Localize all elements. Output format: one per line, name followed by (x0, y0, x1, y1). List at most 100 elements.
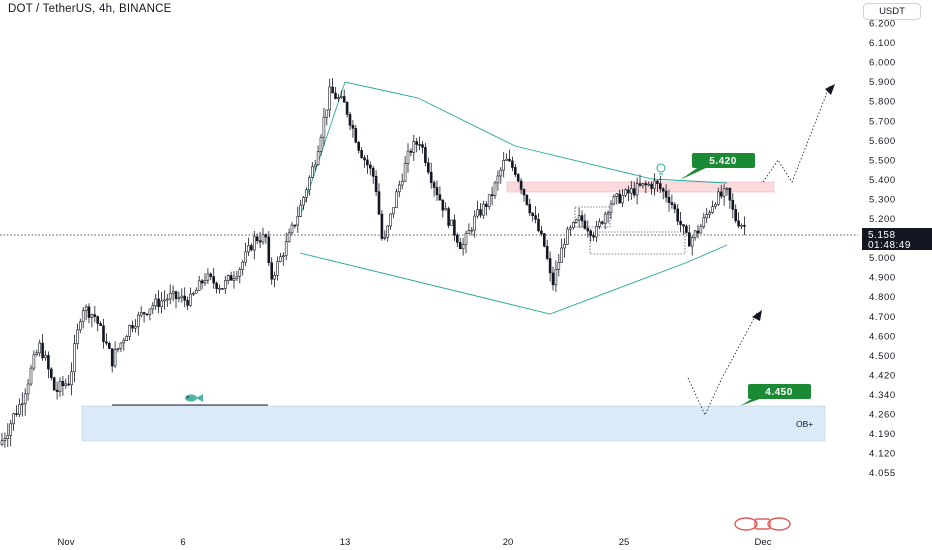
wedge-pattern (299, 81, 728, 315)
y-tick-label: 6.100 (869, 38, 896, 49)
candle-body (522, 189, 526, 196)
candle-body (363, 157, 366, 161)
candle-body (32, 354, 36, 369)
candle-body (35, 352, 39, 355)
candle-body (455, 234, 459, 243)
candle-body (447, 208, 450, 226)
candle-body (696, 230, 700, 234)
candle-body (137, 314, 140, 327)
candle-body (624, 189, 627, 196)
candle-body (171, 291, 175, 294)
candle-body (157, 298, 160, 307)
candle-body (383, 236, 387, 239)
candle-body (354, 128, 358, 143)
candle-body (719, 191, 723, 197)
candle-body (345, 102, 349, 115)
y-tick-label: 5.200 (869, 214, 896, 225)
candle-body (203, 279, 207, 284)
y-tick-label: 5.300 (869, 195, 896, 206)
projection-paths (687, 84, 831, 416)
y-tick-label: 4.260 (869, 410, 896, 421)
candle-body (215, 282, 218, 290)
candle-body (134, 326, 137, 329)
candle-body (412, 141, 416, 153)
candle-body (339, 96, 343, 98)
candle-body (598, 221, 601, 227)
candle-body (366, 159, 369, 166)
x-axis[interactable]: Nov 6 13 20 25 Dec (58, 537, 772, 548)
current-price-tag: 5.158 01:48:49 (862, 228, 932, 251)
candle-body (540, 230, 543, 234)
candle-body (629, 188, 633, 194)
candle-body (221, 288, 224, 290)
candle-body (26, 383, 30, 395)
candle-body (714, 204, 717, 208)
candle-body (467, 230, 471, 234)
candle-body (580, 215, 584, 222)
candle-body (534, 215, 537, 220)
candle-body (293, 224, 297, 227)
candle-body (238, 269, 242, 277)
candle-body (139, 312, 143, 316)
candle-body (368, 164, 372, 169)
candle-body (595, 226, 598, 238)
candle-body (273, 274, 276, 280)
candle-body (560, 247, 564, 263)
candle-body (386, 225, 390, 238)
candle-body (571, 222, 575, 228)
y-tick-label: 5.000 (869, 253, 896, 264)
candle-body (310, 166, 314, 178)
candle-body (302, 197, 305, 206)
candle-body (299, 204, 303, 217)
candle-body (528, 204, 532, 214)
candle-body (241, 261, 244, 270)
candle-body (627, 189, 630, 194)
candle-body (508, 158, 511, 162)
candle-body (377, 191, 381, 215)
y-tick-label: 4.190 (869, 429, 896, 440)
candle-body (656, 180, 659, 184)
support-zone (81, 405, 826, 442)
candle-body (313, 164, 317, 168)
candle-body (79, 321, 82, 331)
candle-body (247, 245, 250, 253)
candle-body (705, 214, 709, 219)
y-tick-label: 5.900 (869, 77, 896, 88)
candle-body (325, 109, 329, 118)
candle-body (685, 225, 688, 233)
candle-body (409, 150, 413, 153)
candle-body (61, 380, 65, 386)
watermark-logo (734, 517, 791, 531)
candle-body (206, 273, 210, 281)
y-tick-label: 4.120 (869, 449, 896, 460)
candle-body (682, 224, 685, 227)
y-axis[interactable]: 6.200 6.100 6.000 5.900 5.800 5.700 5.600 5.500… (869, 19, 896, 480)
support-bubble: 4.450 (740, 384, 811, 406)
candle-body (81, 310, 85, 323)
candle-body (673, 204, 677, 210)
candle-body (20, 403, 24, 406)
candle-body (99, 323, 102, 326)
resistance-bubble: 5.420 (680, 153, 755, 180)
candle-body (229, 275, 233, 281)
candle-body (667, 197, 671, 203)
candle-body (209, 273, 213, 277)
projection-arrow-up (825, 84, 835, 95)
candle-body (244, 251, 247, 263)
y-tick-label: 5.500 (869, 155, 896, 166)
candle-body (397, 184, 401, 193)
candle-body (41, 342, 44, 359)
candle-body (380, 213, 384, 239)
candle-body (253, 236, 256, 251)
candle-body (119, 342, 123, 349)
candle-body (603, 213, 607, 224)
candle-body (218, 288, 221, 290)
candle-body (322, 117, 326, 138)
candle-body (145, 313, 149, 316)
candle-body (618, 193, 622, 204)
currency-button[interactable]: USDT (863, 3, 921, 20)
candle-body (108, 342, 111, 349)
candle-body (212, 276, 215, 284)
candle-body (438, 194, 442, 201)
